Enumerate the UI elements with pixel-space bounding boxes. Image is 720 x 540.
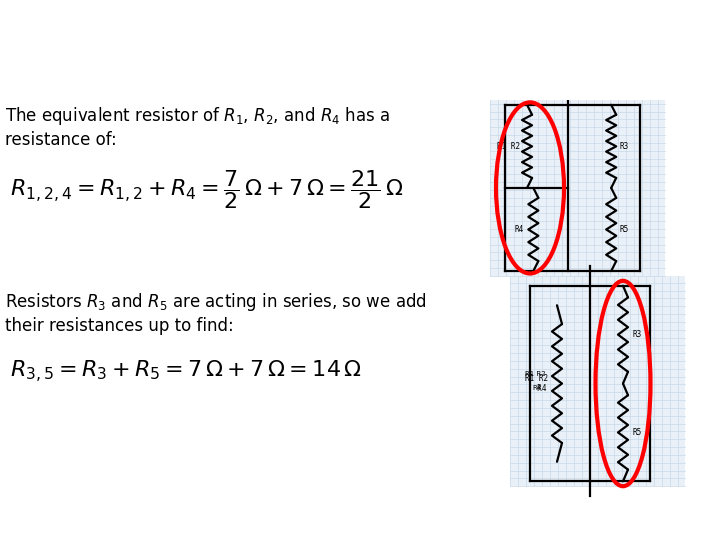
- Bar: [490, 100, 665, 276]
- Text: $R_{3,5} = R_3 + R_5 = 7\,\Omega + 7\,\Omega = 14\,\Omega$: $R_{3,5} = R_3 + R_5 = 7\,\Omega + 7\,\O…: [10, 359, 362, 385]
- Text: R1 R2: R1 R2: [525, 371, 545, 377]
- Text: The equivalent resistor of $R_1$, $R_2$, and $R_4$ has a: The equivalent resistor of $R_1$, $R_2$,…: [5, 105, 390, 127]
- Text: R3: R3: [620, 142, 629, 151]
- Text: R4: R4: [532, 386, 541, 392]
- Bar: [510, 276, 685, 486]
- Text: Solution continued 3: Solution continued 3: [130, 33, 520, 66]
- Text: their resistances up to find:: their resistances up to find:: [5, 317, 234, 335]
- Text: R3: R3: [632, 330, 642, 339]
- Text: resistance of:: resistance of:: [5, 131, 117, 149]
- Text: R1 R2: R1 R2: [498, 142, 521, 151]
- Text: R1 R2
  R4: R1 R2 R4: [526, 374, 549, 393]
- Text: R4: R4: [515, 225, 524, 234]
- Text: R5: R5: [632, 428, 642, 437]
- Text: $R_{1,2,4} = R_{1,2} + R_4 = \dfrac{7}{2}\,\Omega + 7\,\Omega = \dfrac{21}{2}\,\: $R_{1,2,4} = R_{1,2} + R_4 = \dfrac{7}{2…: [10, 168, 403, 211]
- Text: Resistors $R_3$ and $R_5$ are acting in series, so we add: Resistors $R_3$ and $R_5$ are acting in …: [5, 291, 427, 313]
- Text: R5: R5: [620, 225, 629, 234]
